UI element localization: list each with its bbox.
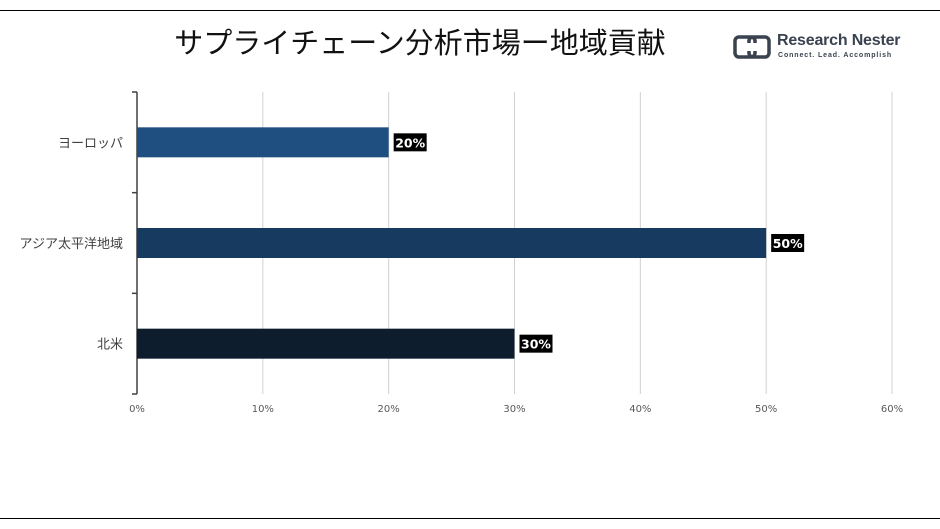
x-tick-label: 60%	[881, 404, 903, 415]
category-label: ヨーロッパ	[58, 136, 123, 151]
logo-tagline: Connect. Lead. Accomplish	[778, 52, 893, 59]
data-label: 50%	[773, 236, 803, 251]
bar-1	[137, 127, 389, 158]
data-label: 20%	[395, 135, 425, 150]
top-divider	[0, 10, 940, 11]
data-label-background	[393, 133, 427, 152]
bar-3	[137, 328, 515, 359]
data-label: 30%	[521, 337, 551, 352]
category-label: アジア太平洋地域	[20, 237, 123, 252]
x-tick-label: 30%	[503, 404, 525, 415]
category-label: 北米	[97, 338, 123, 353]
bottom-divider	[0, 518, 940, 519]
logo-name: Research Nester	[777, 32, 901, 49]
chart-title: サプライチェーン分析市場ー地域貢献	[174, 26, 666, 60]
x-tick-label: 20%	[378, 404, 400, 415]
data-label-background	[519, 334, 553, 353]
research-nester-logo-mark-icon	[733, 35, 771, 59]
x-tick-label: 40%	[629, 404, 651, 415]
research-nester-logo: Research Nester Connect. Lead. Accomplis…	[733, 32, 933, 66]
x-tick-label: 10%	[252, 404, 274, 415]
data-label-background	[771, 234, 805, 252]
x-tick-label: 0%	[129, 404, 145, 415]
x-tick-label: 50%	[755, 404, 777, 415]
bar-2	[137, 228, 767, 258]
